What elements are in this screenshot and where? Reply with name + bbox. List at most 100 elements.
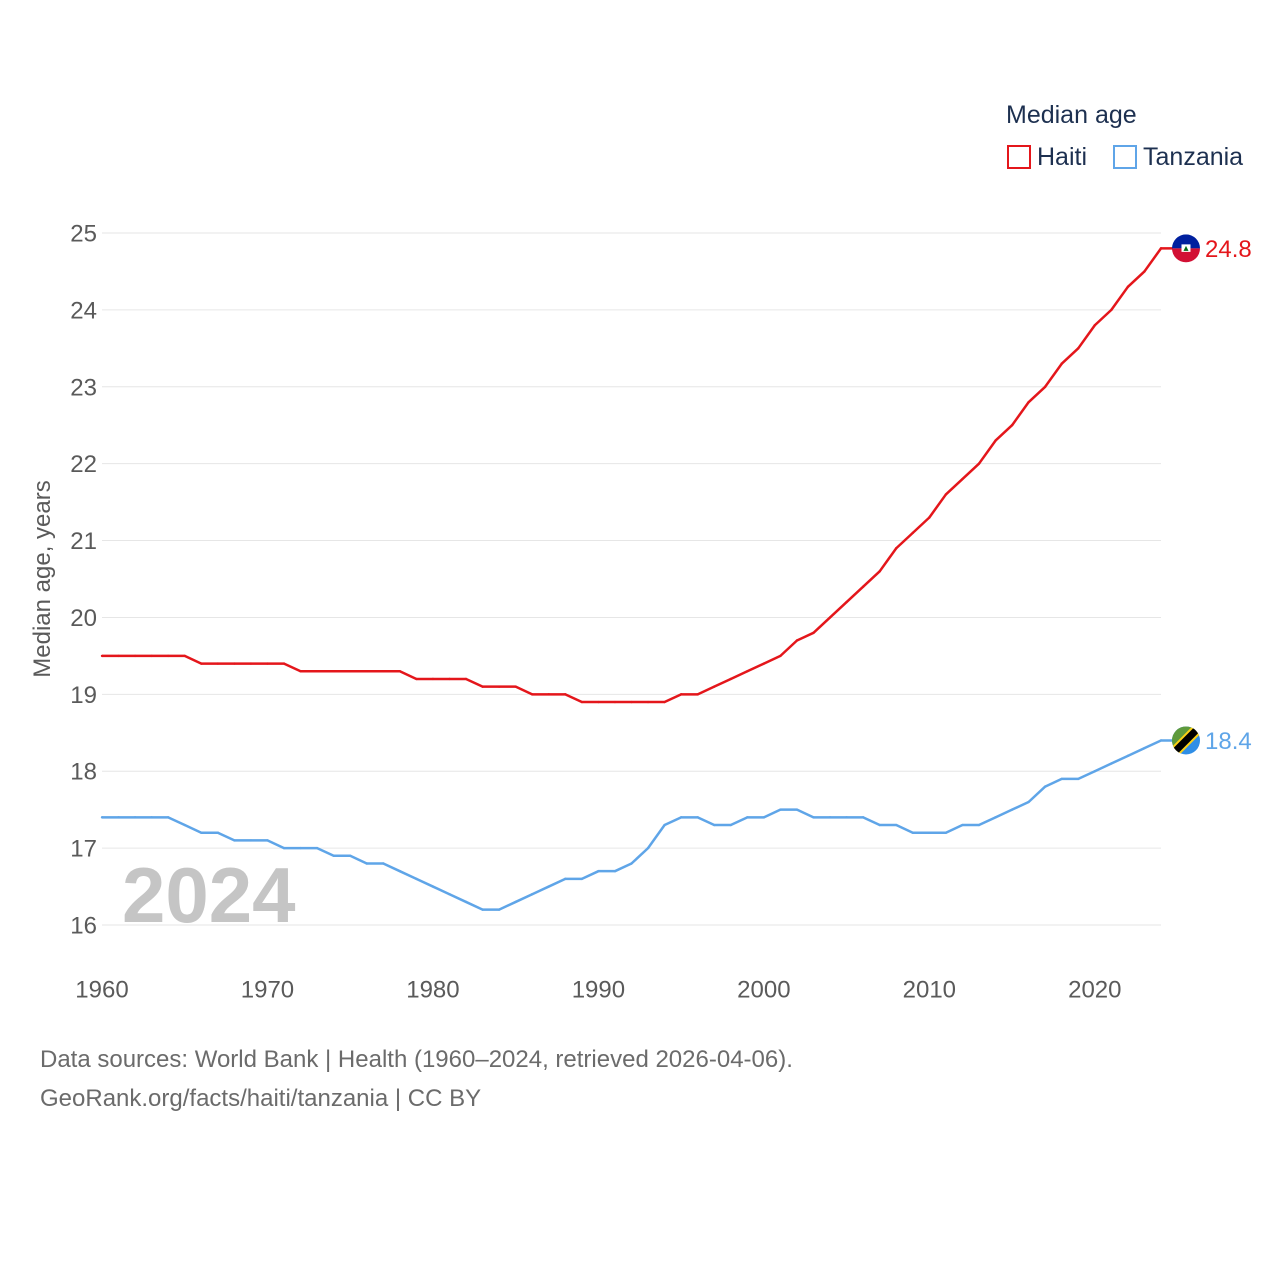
data-point-tanzania-2016 bbox=[1027, 800, 1030, 804]
data-point-haiti-2006 bbox=[861, 585, 865, 588]
data-points-tanzania bbox=[100, 739, 1163, 911]
data-point-haiti-2021 bbox=[1110, 308, 1113, 312]
data-point-haiti-1980 bbox=[431, 677, 435, 681]
y-tick-label-17: 17 bbox=[70, 836, 97, 863]
data-point-haiti-1987 bbox=[547, 693, 550, 696]
x-tick-label-1960: 1960 bbox=[75, 977, 128, 1004]
data-point-tanzania-1999 bbox=[746, 816, 749, 819]
legend-swatch-tanzania bbox=[1113, 145, 1138, 169]
data-point-haiti-2015 bbox=[1010, 424, 1014, 427]
data-point-haiti-2016 bbox=[1027, 400, 1030, 404]
data-point-tanzania-1981 bbox=[448, 893, 451, 896]
data-point-tanzania-1992 bbox=[630, 862, 633, 865]
data-point-tanzania-2006 bbox=[861, 816, 865, 819]
data-point-tanzania-1972 bbox=[299, 846, 302, 850]
data-point-tanzania-1991 bbox=[613, 869, 617, 873]
data-point-tanzania-2017 bbox=[1043, 785, 1047, 788]
data-point-haiti-2020 bbox=[1093, 324, 1097, 327]
data-point-haiti-2009 bbox=[911, 531, 914, 535]
data-point-tanzania-1984 bbox=[497, 908, 501, 911]
data-point-haiti-1983 bbox=[481, 685, 484, 688]
data-point-tanzania-1989 bbox=[580, 877, 584, 881]
data-point-haiti-2008 bbox=[895, 547, 898, 550]
data-point-tanzania-1985 bbox=[514, 900, 517, 904]
data-point-tanzania-2009 bbox=[911, 831, 914, 834]
data-point-tanzania-2013 bbox=[977, 823, 981, 827]
data-point-haiti-1976 bbox=[365, 670, 368, 673]
data-point-haiti-1972 bbox=[299, 670, 302, 673]
y-tick-label-16: 16 bbox=[70, 913, 97, 940]
data-point-haiti-1986 bbox=[531, 693, 534, 696]
data-point-tanzania-1988 bbox=[564, 877, 567, 881]
data-point-tanzania-1997 bbox=[713, 823, 716, 827]
end-label-haiti: 24.8 bbox=[1205, 236, 1252, 263]
data-point-tanzania-1961 bbox=[117, 816, 120, 819]
data-point-tanzania-2018 bbox=[1060, 777, 1063, 781]
data-point-haiti-2012 bbox=[961, 477, 964, 481]
data-point-tanzania-1962 bbox=[133, 816, 137, 819]
legend-title: Median age bbox=[1006, 101, 1137, 129]
data-point-haiti-1966 bbox=[200, 662, 203, 665]
haiti-flag-emblem bbox=[1183, 245, 1189, 251]
data-point-tanzania-1960 bbox=[100, 816, 104, 819]
data-point-haiti-1964 bbox=[166, 654, 170, 658]
data-point-haiti-1988 bbox=[564, 693, 567, 696]
data-point-tanzania-2005 bbox=[845, 816, 848, 819]
y-axis-tick-labels: 16 17 18 19 20 21 22 23 24 25 bbox=[70, 221, 97, 940]
data-point-tanzania-2000 bbox=[762, 816, 766, 819]
data-point-haiti-2001 bbox=[779, 654, 782, 658]
data-point-tanzania-1969 bbox=[249, 839, 253, 842]
data-point-haiti-2010 bbox=[928, 516, 931, 519]
data-point-haiti-1982 bbox=[464, 677, 468, 681]
y-tick-label-21: 21 bbox=[70, 528, 97, 555]
data-point-tanzania-1963 bbox=[150, 816, 153, 819]
data-point-haiti-1977 bbox=[382, 670, 385, 673]
data-point-haiti-1993 bbox=[646, 700, 650, 704]
data-point-haiti-1974 bbox=[332, 670, 335, 673]
x-tick-label-2000: 2000 bbox=[737, 977, 790, 1004]
data-point-tanzania-1980 bbox=[431, 885, 435, 888]
y-axis-title: Median age, years bbox=[29, 480, 56, 677]
data-point-tanzania-2023 bbox=[1143, 746, 1146, 750]
data-point-haiti-1963 bbox=[150, 654, 153, 658]
y-tick-label-22: 22 bbox=[70, 451, 97, 478]
data-point-haiti-1981 bbox=[448, 677, 451, 681]
y-tick-label-23: 23 bbox=[70, 374, 97, 401]
data-point-haiti-1978 bbox=[398, 670, 402, 673]
data-point-tanzania-2004 bbox=[828, 816, 832, 819]
data-point-tanzania-1994 bbox=[663, 823, 666, 827]
legend-item-haiti: Haiti bbox=[1006, 143, 1087, 171]
legend-items: Haiti Tanzania bbox=[1006, 143, 1243, 171]
data-point-tanzania-2008 bbox=[895, 823, 898, 827]
data-point-haiti-1995 bbox=[679, 693, 683, 696]
data-point-tanzania-1973 bbox=[315, 846, 319, 850]
data-point-haiti-2023 bbox=[1143, 270, 1146, 273]
data-point-haiti-1984 bbox=[497, 685, 501, 688]
haiti-flag-icon bbox=[1172, 234, 1200, 263]
data-point-tanzania-1976 bbox=[365, 862, 368, 865]
data-point-tanzania-1975 bbox=[349, 854, 352, 857]
x-tick-label-1970: 1970 bbox=[241, 977, 294, 1004]
haiti-flag-red-band bbox=[1172, 248, 1200, 263]
data-point-tanzania-2014 bbox=[994, 816, 997, 819]
data-point-haiti-2007 bbox=[878, 570, 881, 573]
data-point-tanzania-2024 bbox=[1159, 739, 1163, 742]
data-point-haiti-1979 bbox=[415, 677, 418, 681]
data-point-haiti-1985 bbox=[514, 685, 517, 688]
data-point-tanzania-2002 bbox=[795, 808, 799, 811]
x-tick-label-1990: 1990 bbox=[572, 977, 625, 1004]
data-point-tanzania-1995 bbox=[679, 816, 683, 819]
data-point-haiti-1969 bbox=[249, 662, 253, 665]
y-tick-label-24: 24 bbox=[70, 297, 97, 324]
data-point-haiti-1971 bbox=[282, 662, 286, 665]
data-point-tanzania-1990 bbox=[597, 869, 600, 873]
data-point-haiti-1968 bbox=[233, 662, 236, 665]
data-point-haiti-1999 bbox=[746, 670, 749, 673]
data-sources-note: Data sources: World Bank | Health (1960–… bbox=[40, 1046, 793, 1073]
data-point-haiti-2002 bbox=[795, 639, 799, 642]
source-credit: GeoRank.org/facts/haiti/tanzania | CC BY bbox=[40, 1085, 482, 1112]
data-point-haiti-2014 bbox=[994, 439, 997, 442]
data-point-tanzania-2003 bbox=[812, 816, 815, 819]
legend-label-haiti: Haiti bbox=[1037, 143, 1088, 171]
